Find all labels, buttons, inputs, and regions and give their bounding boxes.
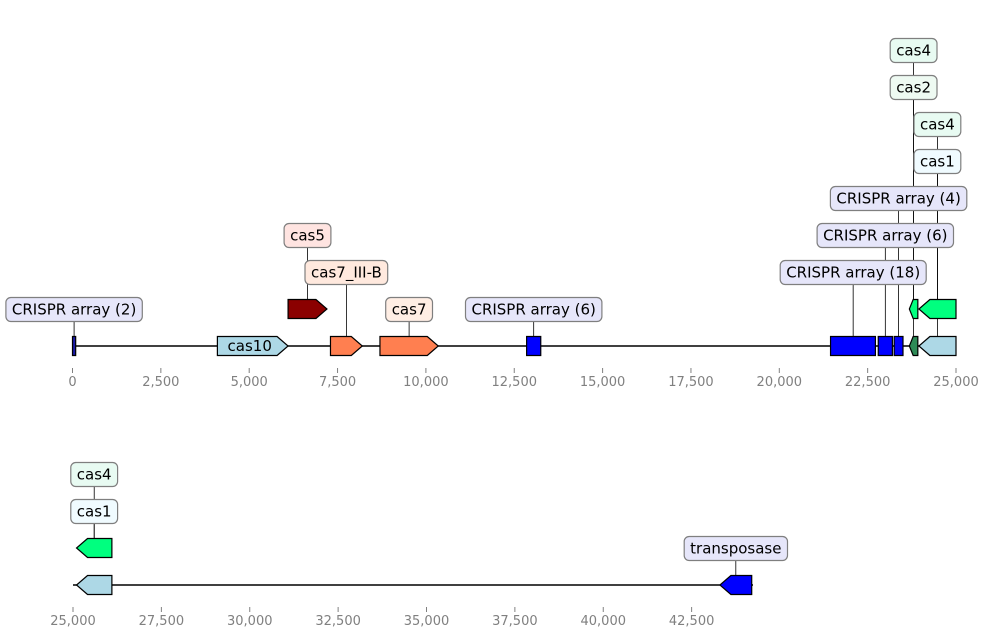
label-text: cas7 — [392, 301, 427, 319]
genome-row-2: 25,000 27,500 30,000 32,500 35,000 37,500 40,0… — [50, 461, 789, 629]
label-box — [70, 461, 119, 488]
axis-tick-label: 20,000 — [757, 375, 803, 390]
label-text: cas4 — [77, 466, 112, 484]
feature-label-crispr-array-2: CRISPR array (2) — [5, 296, 143, 323]
axis-tick-label: 10,000 — [403, 375, 449, 390]
label-text: cas7_III-B — [311, 264, 382, 283]
gene-feature — [75, 537, 113, 559]
feature-label-cas1: cas1 — [913, 148, 962, 175]
feature-inline-label: cas10 — [228, 337, 272, 355]
feature-label-crispr-array-18: CRISPR array (18) — [779, 259, 927, 286]
axis-tick-label: 35,000 — [404, 614, 450, 629]
feature-label-crispr-array-6: CRISPR array (6) — [816, 222, 955, 249]
gene-feature — [908, 298, 919, 320]
label-box — [385, 296, 434, 323]
label-text: CRISPR array (6) — [823, 227, 947, 245]
label-box — [889, 74, 938, 101]
gene-feature — [287, 298, 328, 320]
axis-tick-label: 42,500 — [669, 614, 715, 629]
label-text: CRISPR array (6) — [471, 301, 595, 319]
gene-feature-cas10 — [216, 335, 289, 357]
label-box — [304, 259, 389, 286]
label-box — [283, 222, 332, 249]
label-text: CRISPR array (18) — [786, 264, 920, 282]
gene-feature — [893, 335, 904, 357]
feature-label-cas4: cas4 — [913, 111, 962, 138]
label-text: transposase — [690, 540, 781, 558]
feature-label-cas7-iii-b: cas7_III-B — [304, 259, 389, 286]
feature-label-cas4: cas4 — [70, 461, 119, 488]
label-box — [829, 185, 968, 212]
gene-feature — [917, 298, 957, 320]
label-text: cas2 — [896, 79, 931, 97]
axis-tick-label: 30,000 — [227, 614, 273, 629]
axis-tick-label: 27,500 — [139, 614, 185, 629]
label-text: CRISPR array (4) — [836, 190, 960, 208]
axis-tick-label: 17,500 — [668, 375, 714, 390]
gene-feature — [829, 335, 877, 357]
axis-tick-label: 0 — [68, 375, 76, 390]
label-box — [816, 222, 955, 249]
axis-tick-label: 40,000 — [581, 614, 627, 629]
gene-feature-transposase — [718, 574, 753, 596]
label-box — [913, 148, 962, 175]
axis-tick-label: 32,500 — [315, 614, 361, 629]
axis-tick-label: 7,500 — [319, 375, 356, 390]
label-text: cas4 — [896, 42, 931, 60]
label-text: cas5 — [290, 227, 325, 245]
feature-label-cas1: cas1 — [70, 498, 119, 525]
label-text: cas1 — [920, 153, 955, 171]
axis-tick-label: 22,500 — [845, 375, 891, 390]
axis-tick-label: 25,000 — [933, 375, 979, 390]
gene-feature — [877, 335, 893, 357]
axis-tick-label: 5,000 — [231, 375, 268, 390]
gene-feature-cas7-iii-b — [329, 335, 364, 357]
label-box — [889, 37, 938, 64]
gene-feature-crispr-array-2 — [71, 335, 77, 357]
gene-feature-crispr-array-6 — [526, 335, 542, 357]
feature-label-cas5: cas5 — [283, 222, 332, 249]
axis-tick-label: 25,000 — [50, 614, 96, 629]
genome-row-1: 0 2,500 5,000 7,500 10,000 12,500 15,000 17,500… — [5, 37, 979, 390]
gene-feature-cas7 — [379, 335, 440, 357]
leader-lines — [73, 62, 938, 337]
feature-label-crispr-array-6: CRISPR array (6) — [464, 296, 603, 323]
leader-lines — [93, 486, 737, 576]
label-box — [779, 259, 927, 286]
axis-tick-label: 2,500 — [142, 375, 179, 390]
feature-label-cas2: cas2 — [889, 74, 938, 101]
label-box — [70, 498, 119, 525]
axis-tick-label: 12,500 — [492, 375, 538, 390]
axis-tick-label: 37,500 — [492, 614, 538, 629]
gene-feature — [908, 335, 919, 357]
gene-feature — [75, 574, 113, 596]
label-box — [913, 111, 962, 138]
feature-label-crispr-array-4: CRISPR array (4) — [829, 185, 968, 212]
label-box — [464, 296, 603, 323]
feature-label-transposase: transposase — [683, 535, 789, 562]
feature-label-cas7: cas7 — [385, 296, 434, 323]
label-box — [5, 296, 143, 323]
label-box — [683, 535, 789, 562]
label-text: CRISPR array (2) — [12, 301, 136, 319]
gene-feature — [917, 335, 957, 357]
feature-label-cas4: cas4 — [889, 37, 938, 64]
label-text: cas1 — [77, 503, 112, 521]
label-text: cas4 — [920, 116, 955, 134]
axis-tick-label: 15,000 — [580, 375, 626, 390]
